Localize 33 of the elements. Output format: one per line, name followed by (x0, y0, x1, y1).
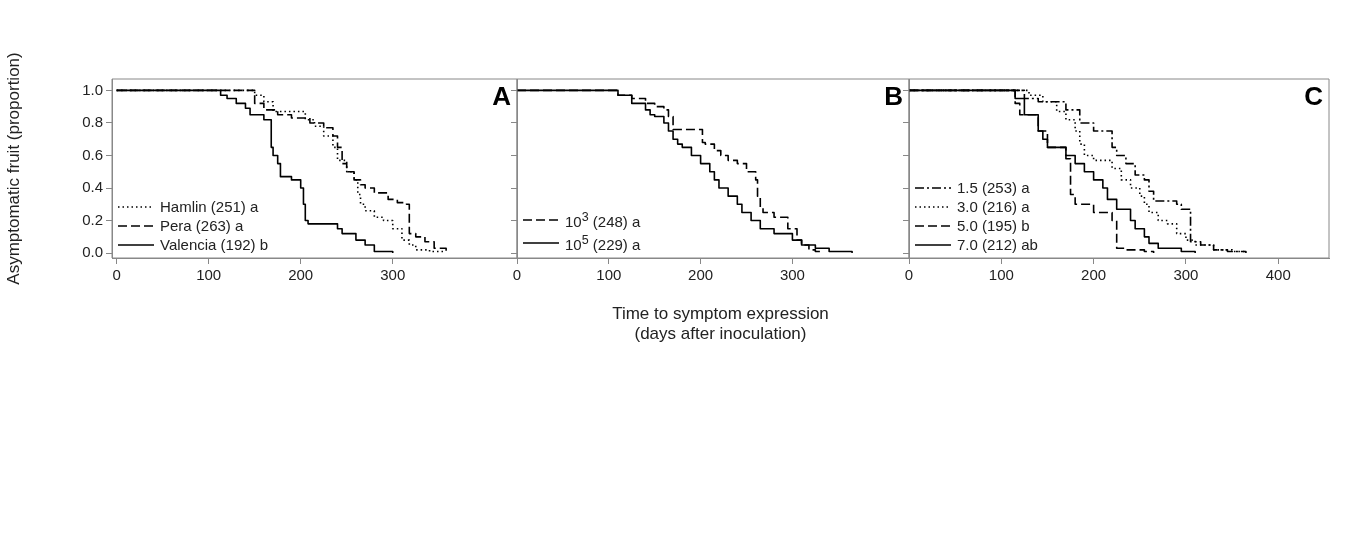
x-tick-label: 300 (779, 266, 805, 284)
chart-title: B (884, 81, 903, 112)
chart-title: A (492, 81, 511, 112)
x-tick-label: 100 (988, 266, 1014, 284)
legend-label: 1.5 (253) a (957, 178, 1030, 197)
x-tick-label: 100 (196, 266, 222, 284)
x-tick-label: 200 (688, 266, 714, 284)
legend-label: Hamlin (251) a (160, 197, 259, 216)
x-tick-label: 0 (904, 266, 914, 284)
legend-label: Valencia (192) b (160, 235, 269, 254)
y-tick-label: 0.0 (82, 243, 103, 261)
y-tick-label: 0.8 (82, 113, 103, 131)
y-axis-title: Asymptomatic fruit (proportion) (3, 52, 23, 285)
x-axis-title: Time to symptom expression (days after inoculation) (611, 304, 830, 344)
legend-label: Pera (263) a (160, 216, 244, 235)
legend-label: 5.0 (195) b (957, 216, 1030, 235)
x-tick-label: 200 (1081, 266, 1107, 284)
y-tick-label: 0.6 (82, 145, 103, 163)
legend-label: 3.0 (216) a (957, 197, 1030, 216)
legend-label: 7.0 (212) ab (957, 235, 1038, 254)
y-tick-label: 0.4 (82, 178, 103, 196)
x-tick-label: 200 (288, 266, 314, 284)
y-tick-label: 0.2 (82, 210, 103, 228)
legend-label: 10$^{5}$ (229) a (565, 232, 641, 254)
x-tick-label: 100 (596, 266, 622, 284)
x-tick-label: 300 (1173, 266, 1199, 284)
x-tick-label: 0 (512, 266, 522, 284)
x-tick-label: 400 (1265, 266, 1291, 284)
x-tick-label: 0 (112, 266, 121, 284)
legend-label: 10$^{3}$ (248) a (565, 209, 641, 231)
chart-title: C (1304, 81, 1323, 112)
x-tick-label: 300 (380, 266, 406, 284)
y-tick-label: 1.0 (82, 80, 103, 98)
